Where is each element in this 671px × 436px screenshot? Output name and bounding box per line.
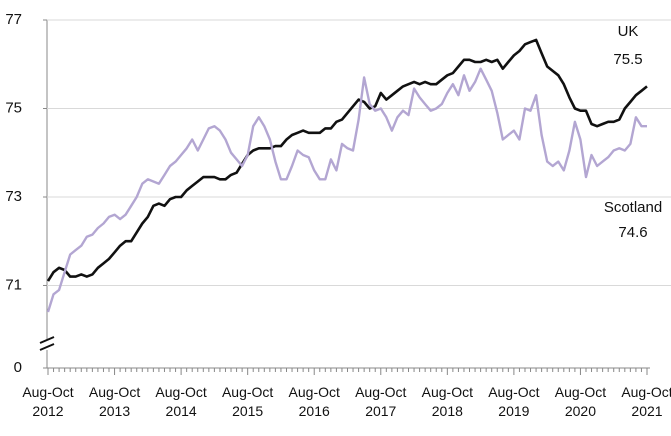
end-value-label: 74.6	[618, 224, 647, 241]
x-tick-label: Aug-Oct 2017	[355, 384, 407, 419]
axis-break	[39, 343, 55, 351]
x-tick-label: Aug-Oct 2012	[22, 384, 74, 419]
y-tick-label: 73	[5, 188, 22, 205]
y-tick-label: 71	[5, 276, 22, 293]
x-tick-label: Aug-Oct 2015	[221, 384, 274, 419]
y-tick-label: 75	[5, 99, 22, 116]
axis-break	[39, 336, 55, 344]
y-tick-label: 77	[5, 11, 22, 28]
series-line	[46, 38, 648, 282]
x-tick-label: Aug-Oct 2016	[288, 384, 340, 419]
y-tick-label: 0	[14, 359, 22, 376]
x-tick-label: Aug-Oct 2021	[621, 384, 671, 419]
end-value-label: 75.5	[613, 51, 642, 68]
x-tick-label: Aug-Oct 2013	[88, 384, 141, 419]
x-tick-label: Aug-Oct 2019	[488, 384, 540, 419]
series-label: UK	[618, 23, 639, 40]
series-label: Scotland	[604, 199, 662, 216]
x-tick-label: Aug-Oct 2018	[421, 384, 473, 419]
x-tick-label: Aug-Oct 2020	[554, 384, 607, 419]
x-tick-label: Aug-Oct 2014	[155, 384, 207, 419]
series-line	[46, 67, 647, 313]
